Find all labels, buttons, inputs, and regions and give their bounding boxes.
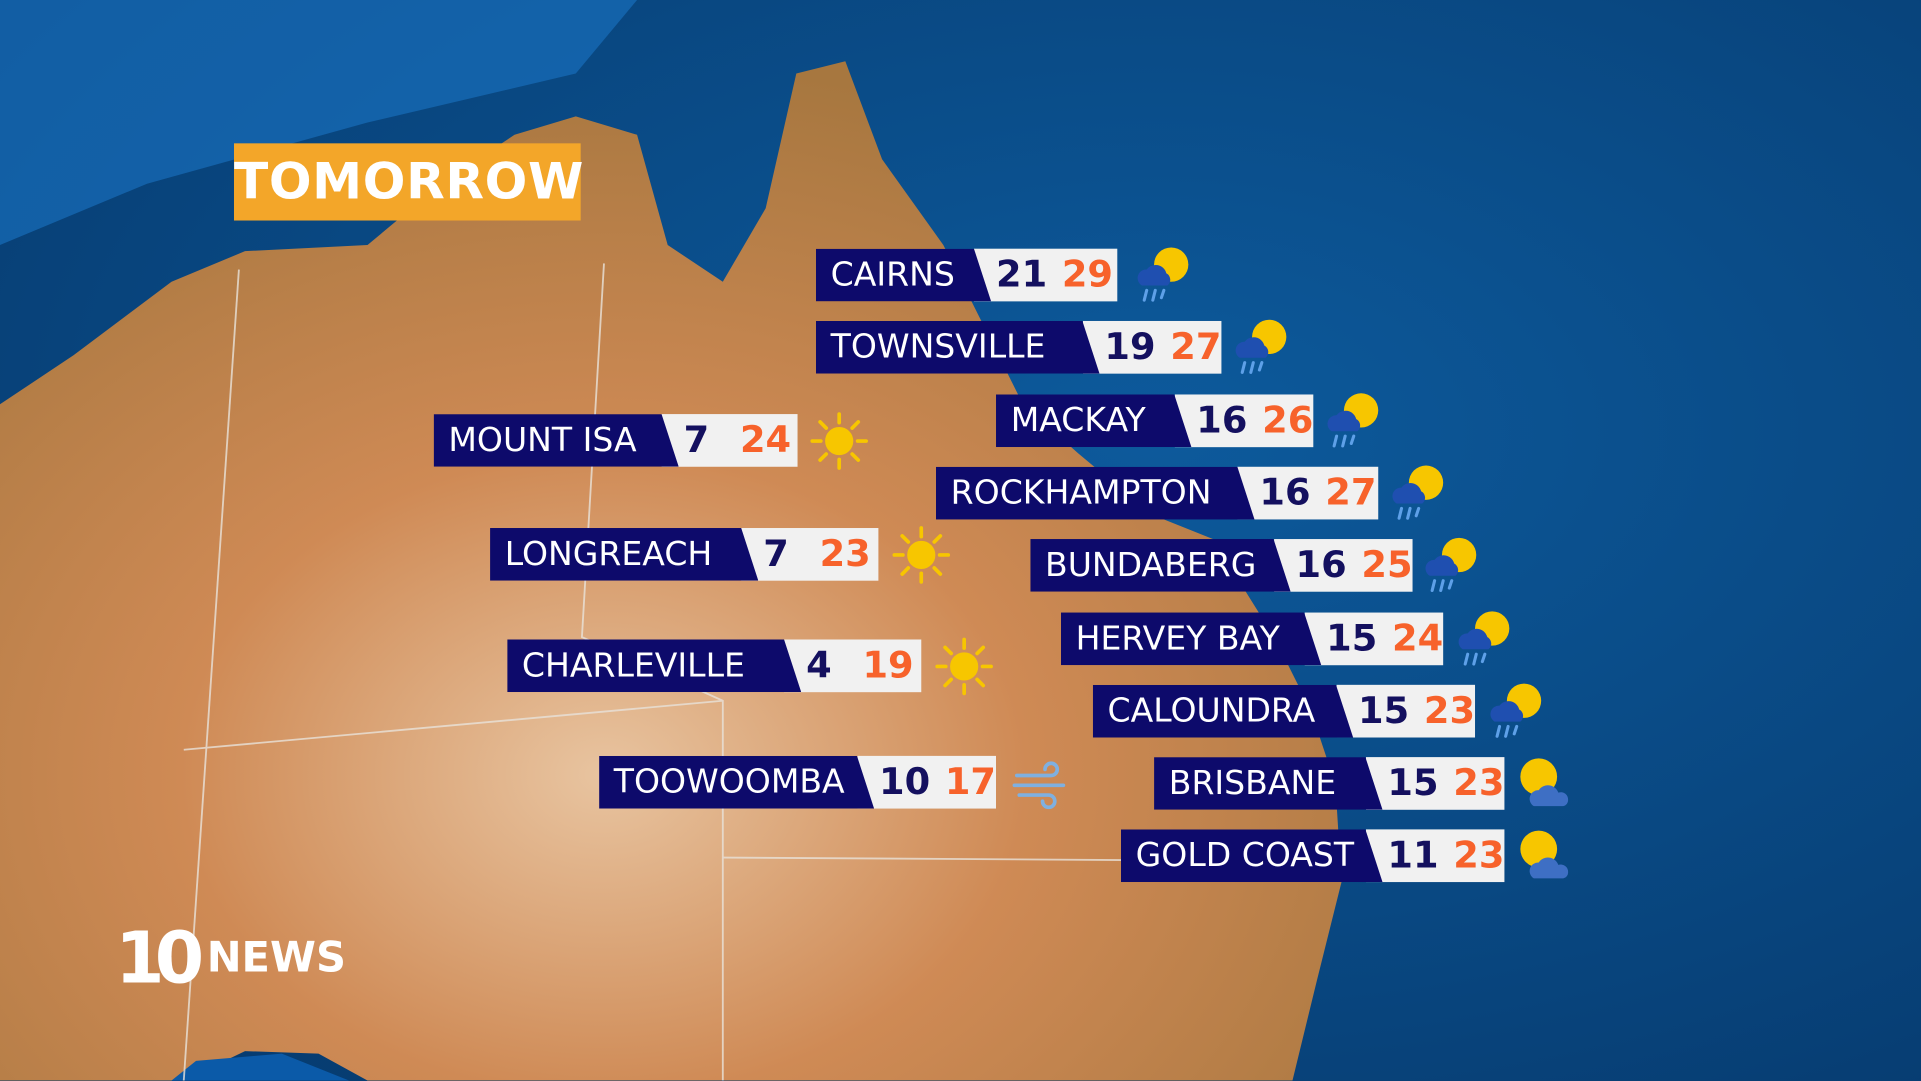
wind-icon [1012, 761, 1066, 810]
city-name: TOOWOOMBA [599, 756, 874, 809]
ten-news-logo: 10 NEWS [115, 916, 346, 999]
min-temp: 19 [1104, 325, 1156, 369]
forecast-row: CHARLEVILLE 4 19 [507, 639, 922, 693]
max-temp: 23 [819, 532, 871, 576]
temperatures: 7 24 [661, 414, 798, 467]
temperatures: 21 29 [973, 248, 1118, 302]
city-name: TOWNSVILLE [816, 321, 1100, 374]
city-name: MOUNT ISA [434, 414, 679, 467]
max-temp: 26 [1262, 399, 1314, 443]
max-temp: 19 [862, 644, 914, 688]
city-name: BUNDABERG [1030, 539, 1290, 592]
forecast-row: HERVEY BAY 15 24 [1061, 612, 1444, 666]
temperatures: 16 25 [1273, 539, 1413, 592]
logo-text: NEWS [206, 933, 346, 983]
min-temp: 11 [1387, 834, 1439, 878]
city-name: CAIRNS [816, 249, 991, 302]
min-temp: 16 [1295, 543, 1347, 587]
max-temp: 23 [1453, 834, 1505, 878]
sun-icon [935, 637, 993, 696]
temperatures: 15 24 [1304, 612, 1444, 666]
rain-sun-icon [1327, 393, 1379, 448]
rain-sun-icon [1235, 319, 1287, 374]
temperatures: 15 23 [1335, 684, 1476, 738]
max-temp: 17 [944, 760, 997, 804]
temperatures: 7 23 [741, 528, 879, 581]
city-name: BRISBANE [1154, 757, 1382, 810]
city-name: CALOUNDRA [1093, 685, 1353, 738]
min-temp: 15 [1387, 762, 1439, 805]
rain-sun-icon [1458, 611, 1510, 666]
forecast-row: ROCKHAMPTON 16 27 [936, 466, 1379, 520]
temperatures: 19 27 [1082, 320, 1222, 374]
forecast-row: BUNDABERG 16 25 [1030, 539, 1413, 592]
min-temp: 4 [806, 644, 832, 688]
temperatures: 10 17 [856, 755, 997, 809]
forecast-row: CAIRNS 21 29 [816, 248, 1118, 302]
min-temp: 21 [996, 253, 1048, 297]
rain-sun-icon [1490, 683, 1542, 738]
forecast-row: GOLD COAST 11 23 [1121, 829, 1505, 883]
forecast-row: TOOWOOMBA 10 17 [599, 755, 997, 809]
max-temp: 23 [1423, 689, 1476, 733]
min-temp: 15 [1358, 689, 1410, 733]
forecast-row: BRISBANE 15 23 [1154, 757, 1505, 810]
temperatures: 16 26 [1174, 394, 1314, 448]
rain-sun-icon [1137, 247, 1189, 302]
temperatures: 16 27 [1237, 466, 1379, 520]
max-temp: 25 [1361, 543, 1413, 587]
forecast-row: MACKAY 16 26 [996, 394, 1314, 448]
min-temp: 7 [683, 418, 710, 462]
max-temp: 23 [1453, 762, 1505, 805]
partly-cloudy-icon [1520, 758, 1569, 807]
max-temp: 27 [1170, 325, 1222, 369]
min-temp: 16 [1196, 399, 1248, 443]
max-temp: 29 [1061, 253, 1114, 297]
rain-sun-icon [1392, 465, 1444, 520]
sun-icon [810, 412, 868, 470]
logo-number: 10 [115, 916, 204, 1000]
forecast-row: MOUNT ISA 7 24 [434, 414, 798, 467]
city-name: HERVEY BAY [1061, 613, 1321, 666]
min-temp: 7 [763, 532, 789, 576]
city-name: ROCKHAMPTON [936, 467, 1255, 520]
forecast-row: LONGREACH 7 23 [490, 528, 879, 581]
forecast-row: CALOUNDRA 15 23 [1093, 684, 1476, 738]
max-temp: 24 [1392, 617, 1444, 661]
min-temp: 10 [879, 760, 931, 804]
city-name: CHARLEVILLE [507, 640, 801, 693]
temperatures: 15 23 [1365, 757, 1505, 810]
max-temp: 27 [1325, 471, 1377, 515]
tomorrow-badge: TOMORROW [233, 143, 583, 221]
forecast-row: TOWNSVILLE 19 27 [816, 320, 1222, 374]
sun-icon [892, 526, 951, 584]
min-temp: 16 [1259, 471, 1311, 515]
partly-cloudy-icon [1520, 830, 1569, 879]
city-name: GOLD COAST [1121, 829, 1383, 882]
min-temp: 15 [1326, 617, 1378, 661]
temperatures: 4 19 [784, 639, 922, 693]
temperatures: 11 23 [1365, 829, 1505, 883]
city-name: MACKAY [996, 394, 1191, 447]
max-temp: 24 [739, 418, 792, 462]
rain-sun-icon [1425, 537, 1477, 593]
city-name: LONGREACH [490, 528, 758, 581]
